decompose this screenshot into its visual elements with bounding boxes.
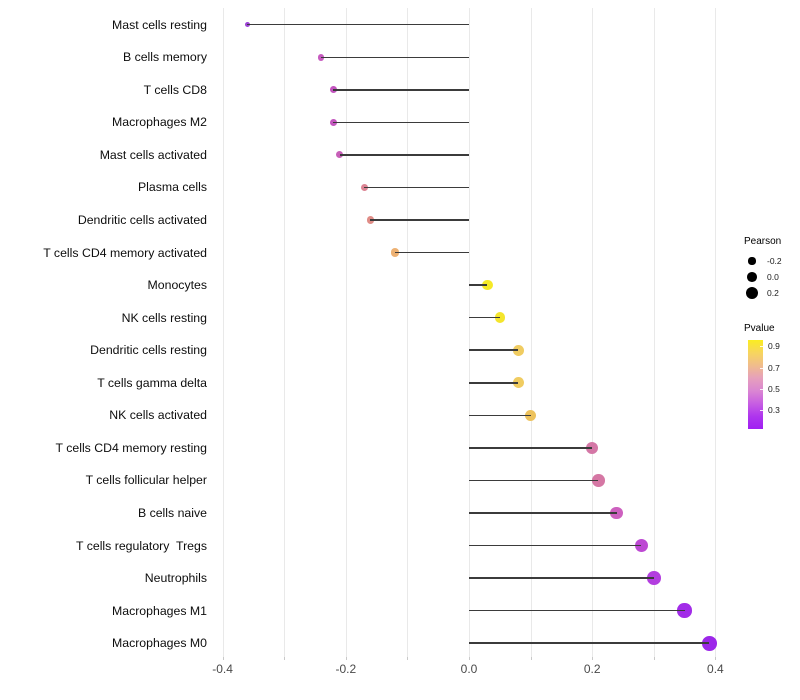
legend-pvalue-gradient: 0.9 0.7 0.5 0.3 [744,340,796,432]
row-label: Neutrophils [144,571,207,586]
row-label: T cells CD8 [143,82,207,97]
row-label: Plasma cells [137,180,207,195]
x-axis-label: 0.2 [583,662,601,676]
lollipop-stem [370,219,469,221]
gridline [345,8,347,657]
legend-gradient-tick [760,367,763,369]
row-label: T cells CD4 memory activated [43,245,207,260]
gridline [530,8,532,657]
lollipop-dot [366,216,375,224]
x-axis-tick [469,657,470,660]
legend-gradient-tick [760,388,763,391]
row-label: Macrophages M2 [111,115,207,130]
lollipop-stem [469,284,488,286]
lollipop-stem [469,349,519,351]
row-label: T cells follicular helper [85,473,207,488]
legend-pvalue-title: Pvalue [744,323,775,334]
legend-pearson-title: Pearson [744,236,782,247]
x-axis-label: -0.4 [212,662,233,676]
lollipop-stem [333,89,469,91]
lollipop-stem [469,382,519,384]
row-label: Dendritic cells activated [77,213,207,227]
legend-size-entry: -0.2 [744,253,782,269]
x-axis-tick [284,657,286,660]
row-label: T cells regulatory Tregs [76,538,207,553]
lollipop-stem [321,56,469,58]
legend-size-label: 0.2 [767,288,779,298]
lollipop-stem [469,609,685,612]
lollipop-dot [482,280,493,291]
gridline [407,8,409,657]
x-axis-tick [530,657,532,660]
row-label: Macrophages M0 [111,636,207,651]
row-label: B cells naive [137,505,207,520]
row-label: Mast cells activated [99,147,207,162]
row-label: NK cells resting [121,310,207,325]
legend-gradient-tick [760,346,763,348]
lollipop-stem [364,186,469,189]
row-label: B cells memory [122,50,207,65]
gridline [715,8,717,657]
x-axis-tick [653,657,655,660]
x-axis-label: 0.0 [460,662,478,676]
x-axis-label: -0.2 [335,662,357,676]
legend-gradient-label: 0.9 [768,341,780,352]
legend-size-dot [745,286,759,300]
lollipop-stem [339,154,469,156]
gridline [284,8,286,657]
lollipop-stem [469,512,617,514]
gridline [222,8,224,657]
x-axis-tick [407,657,409,660]
legend-size-dot [747,272,757,282]
lollipop-stem [395,251,469,254]
row-label: Monocytes [147,278,207,293]
legend-pvalue-color: Pvalue 0.9 0.7 0.5 0.3 [744,323,796,432]
lollipop-dot [634,538,649,553]
row-label: Dendritic cells resting [90,343,207,358]
row-label: T cells gamma delta [97,375,207,390]
legend-gradient-tick [760,410,763,412]
gridline [653,8,655,657]
lollipop-stem [469,479,599,482]
x-axis-tick [592,657,594,660]
legend-gradient-label: 0.7 [768,362,780,373]
row-label: Mast cells resting [112,17,207,32]
lollipop-stem [469,447,593,449]
x-axis-tick [715,657,717,660]
legend-gradient-label: 0.5 [768,383,780,394]
x-axis-label: 0.4 [707,662,724,676]
row-label: T cells CD4 memory resting [55,440,207,455]
lollipop-stem [469,316,500,319]
lollipop-dot [525,409,537,421]
lollipop-stem [469,642,710,644]
legend-size-entry: 0.2 [744,285,782,301]
lollipop-dot [391,248,400,257]
lollipop-stem [469,544,642,547]
x-axis-tick [345,657,347,660]
lollipop-stem [247,23,469,26]
gridline [592,8,594,657]
lollipop-stem [469,577,654,579]
row-label: NK cells activated [109,408,207,423]
x-axis-tick [222,657,224,660]
lollipop-stem [333,121,469,124]
legend-size-entry: 0.0 [744,269,782,285]
legend-size-label: -0.2 [767,256,782,266]
gridline [469,8,470,657]
lollipop-stem [469,414,531,417]
legend-gradient-label: 0.3 [768,405,780,416]
lollipop-dot [586,441,599,454]
legend-pearson-size: Pearson -0.2 0.0 0.2 [744,236,782,301]
legend-size-label: 0.0 [767,272,779,282]
row-label: Macrophages M1 [111,603,207,618]
legend-pearson-entries: -0.2 0.0 0.2 [744,253,782,301]
legend-gradient-bar [748,340,763,429]
legend-size-dot [748,257,756,265]
